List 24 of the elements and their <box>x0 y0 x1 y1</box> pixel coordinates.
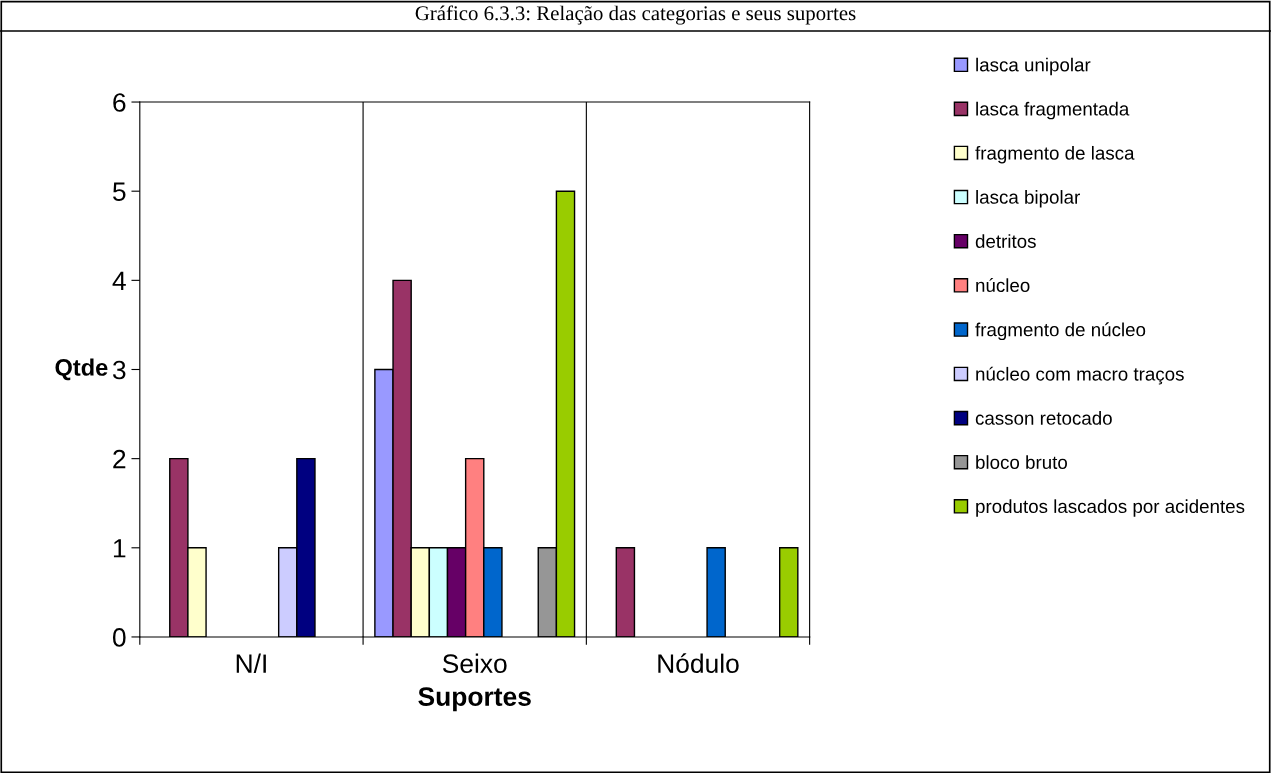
legend-label: lasca unipolar <box>976 57 1091 76</box>
y-tick-label: 6 <box>113 93 126 112</box>
legend-label: bloco bruto <box>976 455 1067 469</box>
x-tick-label: Nódulo <box>658 653 739 673</box>
x-tick-label: Seixo <box>442 653 507 673</box>
legend-label: detritos <box>975 234 1036 248</box>
legend-label: produtos lascados por acidentes <box>976 499 1245 517</box>
y-tick-label: 1 <box>113 539 126 558</box>
legend-label: lasca fragmentada <box>976 101 1130 120</box>
legend-label: núcleo <box>976 278 1030 293</box>
y-tick-label: 5 <box>113 182 126 202</box>
legend-label: lasca bipolar <box>976 190 1080 208</box>
x-tick-label: N/I <box>236 653 266 673</box>
y-tick-label: 4 <box>112 271 126 290</box>
y-axis-title: Qtde <box>55 358 108 381</box>
legend-label: núcleo com macro traços <box>976 366 1184 385</box>
legend-label: casson retocado <box>975 411 1112 425</box>
x-axis-title: Suportes <box>418 687 531 712</box>
y-tick-label: 0 <box>112 628 126 647</box>
legend-label: fragmento de lasca <box>975 145 1135 164</box>
chart-title: Gráfico 6.3.3: Relação das categorias e seus suportes <box>415 5 856 25</box>
y-tick-label: 3 <box>112 360 126 380</box>
y-tick-label: 2 <box>113 449 126 469</box>
legend-label: fragmento de núcleo <box>975 322 1146 341</box>
